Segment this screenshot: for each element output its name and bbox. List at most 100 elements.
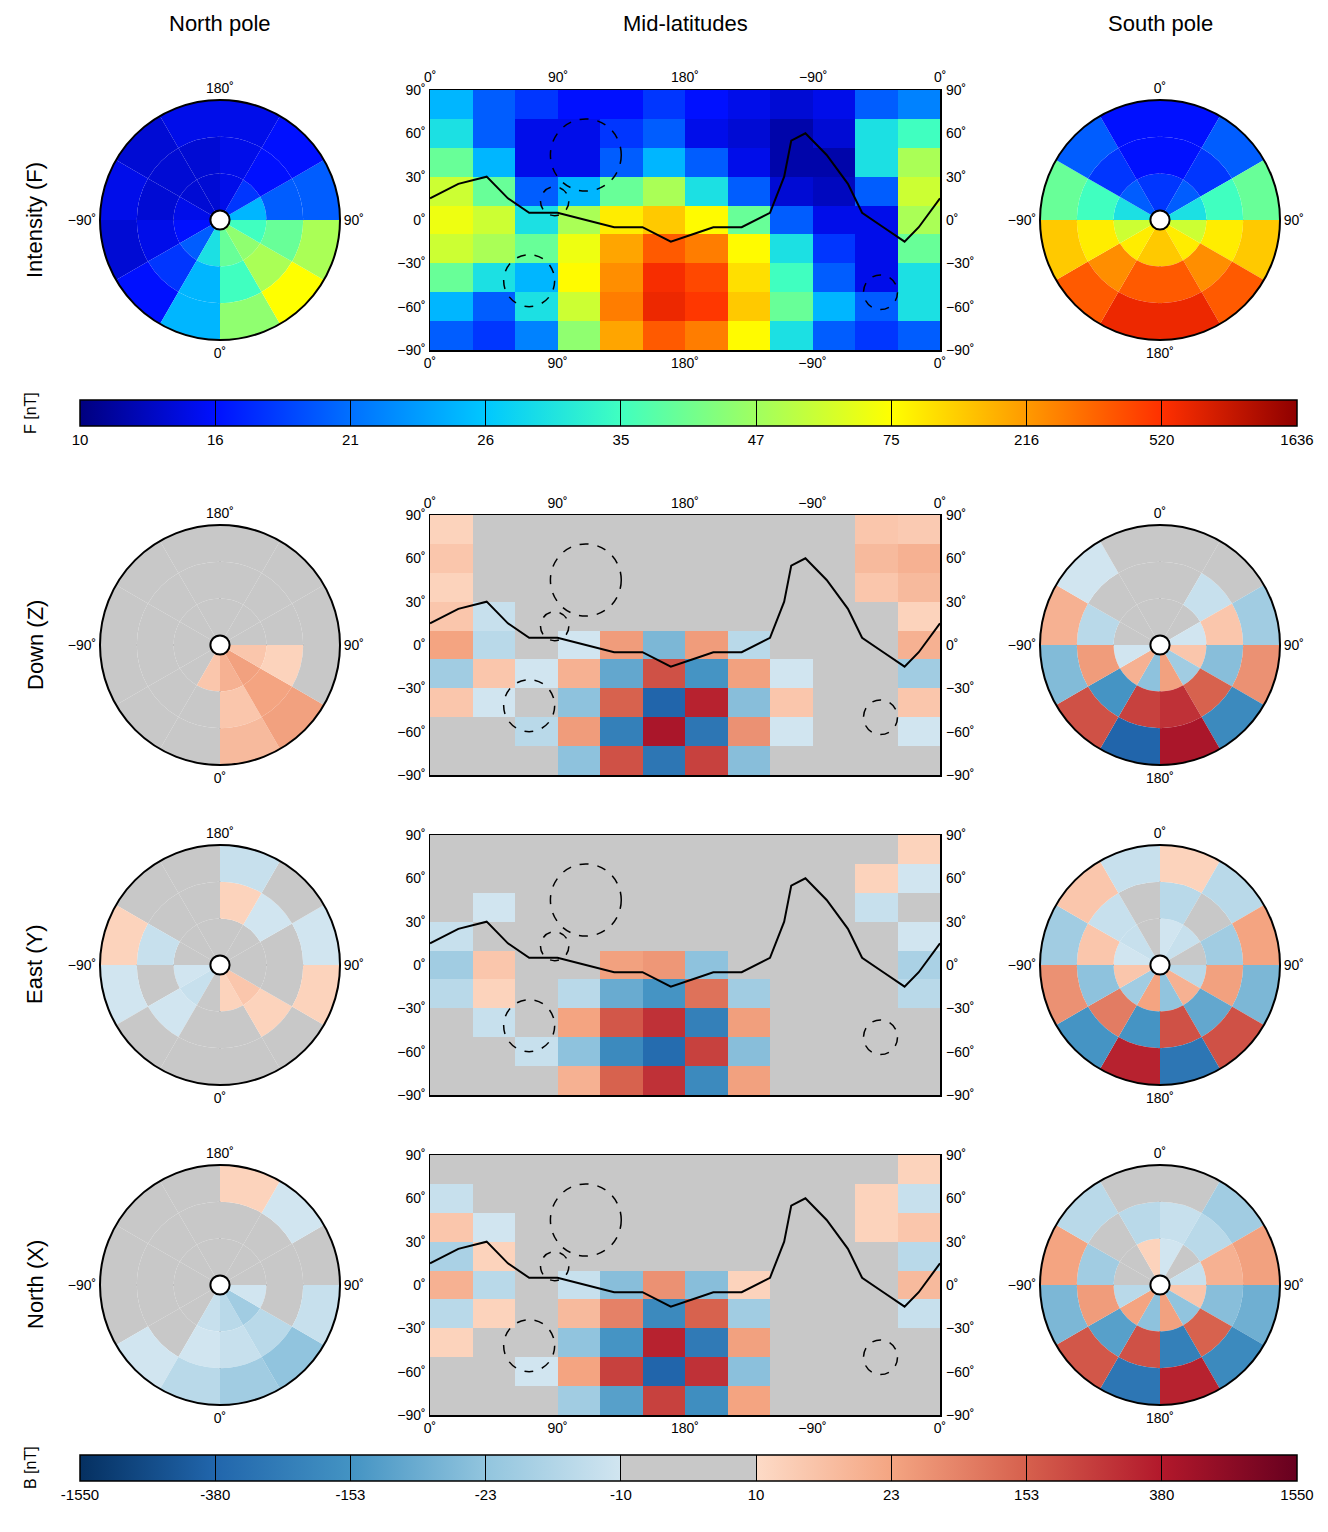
svg-text:0˚: 0˚	[1154, 825, 1166, 841]
svg-text:0˚: 0˚	[946, 637, 958, 653]
svg-text:-380: -380	[200, 1486, 230, 1503]
svg-text:0˚: 0˚	[934, 495, 946, 511]
svg-text:0˚: 0˚	[946, 957, 958, 973]
svg-text:23: 23	[883, 1486, 900, 1503]
svg-text:180˚: 180˚	[206, 825, 234, 841]
svg-text:60˚: 60˚	[405, 550, 425, 566]
svg-text:−90˚: −90˚	[946, 342, 974, 358]
svg-text:60˚: 60˚	[946, 550, 966, 566]
svg-text:90˚: 90˚	[946, 82, 966, 98]
svg-text:30˚: 30˚	[405, 914, 425, 930]
svg-text:−90˚: −90˚	[799, 69, 827, 85]
svg-text:B [nT]: B [nT]	[22, 1446, 39, 1489]
svg-text:90˚: 90˚	[946, 1147, 966, 1163]
svg-text:−90˚: −90˚	[798, 355, 826, 371]
svg-text:Mid-latitudes: Mid-latitudes	[623, 11, 748, 36]
svg-text:35: 35	[613, 431, 630, 448]
svg-text:90˚: 90˚	[547, 495, 567, 511]
svg-text:−60˚: −60˚	[397, 299, 425, 315]
svg-text:0˚: 0˚	[214, 1410, 226, 1426]
svg-text:0˚: 0˚	[424, 1420, 436, 1436]
svg-text:East (Y): East (Y)	[22, 925, 47, 1004]
svg-text:16: 16	[207, 431, 224, 448]
svg-text:60˚: 60˚	[946, 1190, 966, 1206]
svg-text:0˚: 0˚	[413, 637, 425, 653]
svg-text:90˚: 90˚	[946, 507, 966, 523]
svg-text:−90˚: −90˚	[397, 1087, 425, 1103]
svg-text:216: 216	[1014, 431, 1039, 448]
svg-text:30˚: 30˚	[946, 914, 966, 930]
svg-text:0˚: 0˚	[214, 345, 226, 361]
svg-text:10: 10	[748, 1486, 765, 1503]
svg-text:47: 47	[748, 431, 765, 448]
svg-text:90˚: 90˚	[1284, 1277, 1304, 1293]
svg-text:21: 21	[342, 431, 359, 448]
svg-text:10: 10	[72, 431, 89, 448]
svg-text:−60˚: −60˚	[397, 724, 425, 740]
svg-text:90˚: 90˚	[405, 827, 425, 843]
svg-text:60˚: 60˚	[405, 125, 425, 141]
svg-text:0˚: 0˚	[413, 212, 425, 228]
svg-text:0˚: 0˚	[1154, 505, 1166, 521]
svg-text:0˚: 0˚	[1154, 80, 1166, 96]
svg-text:180˚: 180˚	[1146, 345, 1174, 361]
svg-text:0˚: 0˚	[424, 355, 436, 371]
svg-text:90˚: 90˚	[1284, 957, 1304, 973]
svg-text:−90˚: −90˚	[68, 1277, 96, 1293]
svg-text:60˚: 60˚	[946, 125, 966, 141]
svg-text:−90˚: −90˚	[1008, 957, 1036, 973]
svg-text:-23: -23	[475, 1486, 497, 1503]
svg-text:−60˚: −60˚	[397, 1364, 425, 1380]
svg-text:South pole: South pole	[1108, 11, 1213, 36]
svg-text:75: 75	[883, 431, 900, 448]
svg-text:−30˚: −30˚	[946, 1000, 974, 1016]
svg-text:0˚: 0˚	[424, 495, 436, 511]
svg-text:90˚: 90˚	[547, 355, 567, 371]
svg-text:−60˚: −60˚	[397, 1044, 425, 1060]
svg-text:180˚: 180˚	[206, 505, 234, 521]
svg-text:180˚: 180˚	[206, 80, 234, 96]
svg-text:−90˚: −90˚	[68, 637, 96, 653]
svg-text:0˚: 0˚	[424, 69, 436, 85]
svg-text:180˚: 180˚	[671, 495, 699, 511]
svg-text:0˚: 0˚	[1154, 1145, 1166, 1161]
svg-text:90˚: 90˚	[344, 212, 364, 228]
svg-text:−60˚: −60˚	[946, 724, 974, 740]
svg-text:0˚: 0˚	[413, 1277, 425, 1293]
svg-text:60˚: 60˚	[405, 1190, 425, 1206]
svg-text:30˚: 30˚	[946, 169, 966, 185]
svg-text:−90˚: −90˚	[68, 212, 96, 228]
svg-text:30˚: 30˚	[405, 1234, 425, 1250]
svg-text:180˚: 180˚	[1146, 770, 1174, 786]
svg-text:180˚: 180˚	[671, 355, 699, 371]
svg-text:180˚: 180˚	[1146, 1410, 1174, 1426]
svg-text:−90˚: −90˚	[946, 1407, 974, 1423]
svg-text:0˚: 0˚	[946, 1277, 958, 1293]
svg-text:30˚: 30˚	[946, 594, 966, 610]
svg-text:−60˚: −60˚	[946, 299, 974, 315]
svg-text:−60˚: −60˚	[946, 1364, 974, 1380]
svg-text:F [nT]: F [nT]	[22, 392, 39, 434]
svg-text:90˚: 90˚	[1284, 637, 1304, 653]
svg-text:180˚: 180˚	[671, 1420, 699, 1436]
svg-text:North pole: North pole	[169, 11, 271, 36]
svg-text:−30˚: −30˚	[397, 1000, 425, 1016]
svg-text:30˚: 30˚	[405, 169, 425, 185]
svg-text:−90˚: −90˚	[798, 1420, 826, 1436]
svg-text:−90˚: −90˚	[397, 342, 425, 358]
svg-text:−30˚: −30˚	[397, 680, 425, 696]
svg-text:0˚: 0˚	[934, 1420, 946, 1436]
svg-text:180˚: 180˚	[671, 69, 699, 85]
svg-text:90˚: 90˚	[405, 1147, 425, 1163]
svg-text:30˚: 30˚	[946, 1234, 966, 1250]
svg-text:180˚: 180˚	[1146, 1090, 1174, 1106]
svg-text:−90˚: −90˚	[1008, 637, 1036, 653]
svg-text:North (X): North (X)	[23, 1240, 48, 1329]
svg-text:−30˚: −30˚	[397, 1320, 425, 1336]
svg-text:-10: -10	[610, 1486, 632, 1503]
svg-text:Intensity (F): Intensity (F)	[22, 162, 47, 278]
svg-text:90˚: 90˚	[344, 957, 364, 973]
svg-text:−90˚: −90˚	[68, 957, 96, 973]
svg-text:90˚: 90˚	[1284, 212, 1304, 228]
svg-text:90˚: 90˚	[405, 82, 425, 98]
